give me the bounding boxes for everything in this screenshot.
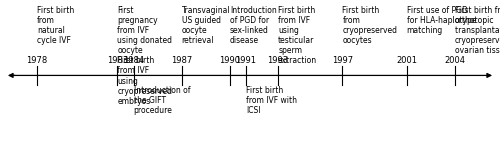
Text: First birth
from
cryopreserved
oocytes: First birth from cryopreserved oocytes bbox=[342, 6, 398, 45]
Text: 1984: 1984 bbox=[123, 56, 144, 65]
Text: First birth
from IVF with
ICSI: First birth from IVF with ICSI bbox=[246, 86, 297, 115]
Text: First birth
from IVF
using
testicular
sperm
extraction: First birth from IVF using testicular sp… bbox=[278, 6, 317, 65]
Text: First birth from
orthotopic
transplantation of
cryopreserved
ovarian tissue: First birth from orthotopic transplantat… bbox=[455, 6, 500, 55]
Text: First
pregnancy
from IVF
using donated
oocyte
First birth
from IVF
using
cryopre: First pregnancy from IVF using donated o… bbox=[118, 6, 172, 106]
Text: 1978: 1978 bbox=[26, 56, 48, 65]
Text: Introduction of
the GIFT
procedure: Introduction of the GIFT procedure bbox=[134, 86, 190, 115]
Text: Transvaginal
US guided
oocyte
retrieval: Transvaginal US guided oocyte retrieval bbox=[182, 6, 230, 45]
Text: 1990: 1990 bbox=[220, 56, 240, 65]
Text: 2001: 2001 bbox=[396, 56, 417, 65]
Text: Introduction
of PGD for
sex-linked
disease: Introduction of PGD for sex-linked disea… bbox=[230, 6, 276, 45]
Text: 2004: 2004 bbox=[444, 56, 466, 65]
Text: 1991: 1991 bbox=[236, 56, 256, 65]
Text: First use of PGD
for HLA-haplotype
matching: First use of PGD for HLA-haplotype match… bbox=[406, 6, 476, 35]
Text: First birth
from
natural
cycle IVF: First birth from natural cycle IVF bbox=[37, 6, 74, 45]
Text: 1997: 1997 bbox=[332, 56, 353, 65]
Text: 1987: 1987 bbox=[171, 56, 192, 65]
Text: 1983: 1983 bbox=[107, 56, 128, 65]
Text: 1993: 1993 bbox=[268, 56, 288, 65]
